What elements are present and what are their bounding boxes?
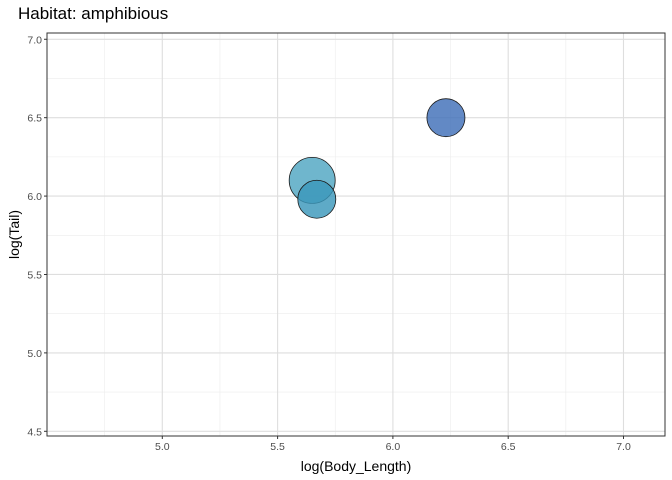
data-point (426, 98, 466, 138)
x-axis-title: log(Body_Length) (301, 458, 412, 474)
x-tick-label: 5.0 (155, 441, 170, 453)
data-point (297, 179, 337, 219)
y-tick-label: 4.5 (27, 426, 42, 438)
plot-panel (47, 33, 665, 436)
y-axis-title: log(Tail) (6, 210, 22, 259)
x-tick-label: 7.0 (616, 441, 631, 453)
chart-title: Habitat: amphibious (18, 4, 169, 23)
y-tick-label: 7.0 (27, 34, 42, 46)
x-tick-label: 6.5 (501, 441, 516, 453)
y-tick-label: 6.0 (27, 191, 42, 203)
y-tick-label: 5.0 (27, 348, 42, 360)
x-tick-label: 6.0 (386, 441, 401, 453)
x-tick-label: 5.5 (270, 441, 285, 453)
plot-border (46, 32, 666, 437)
y-tick-label: 5.5 (27, 269, 42, 281)
y-tick-label: 6.5 (27, 113, 42, 125)
